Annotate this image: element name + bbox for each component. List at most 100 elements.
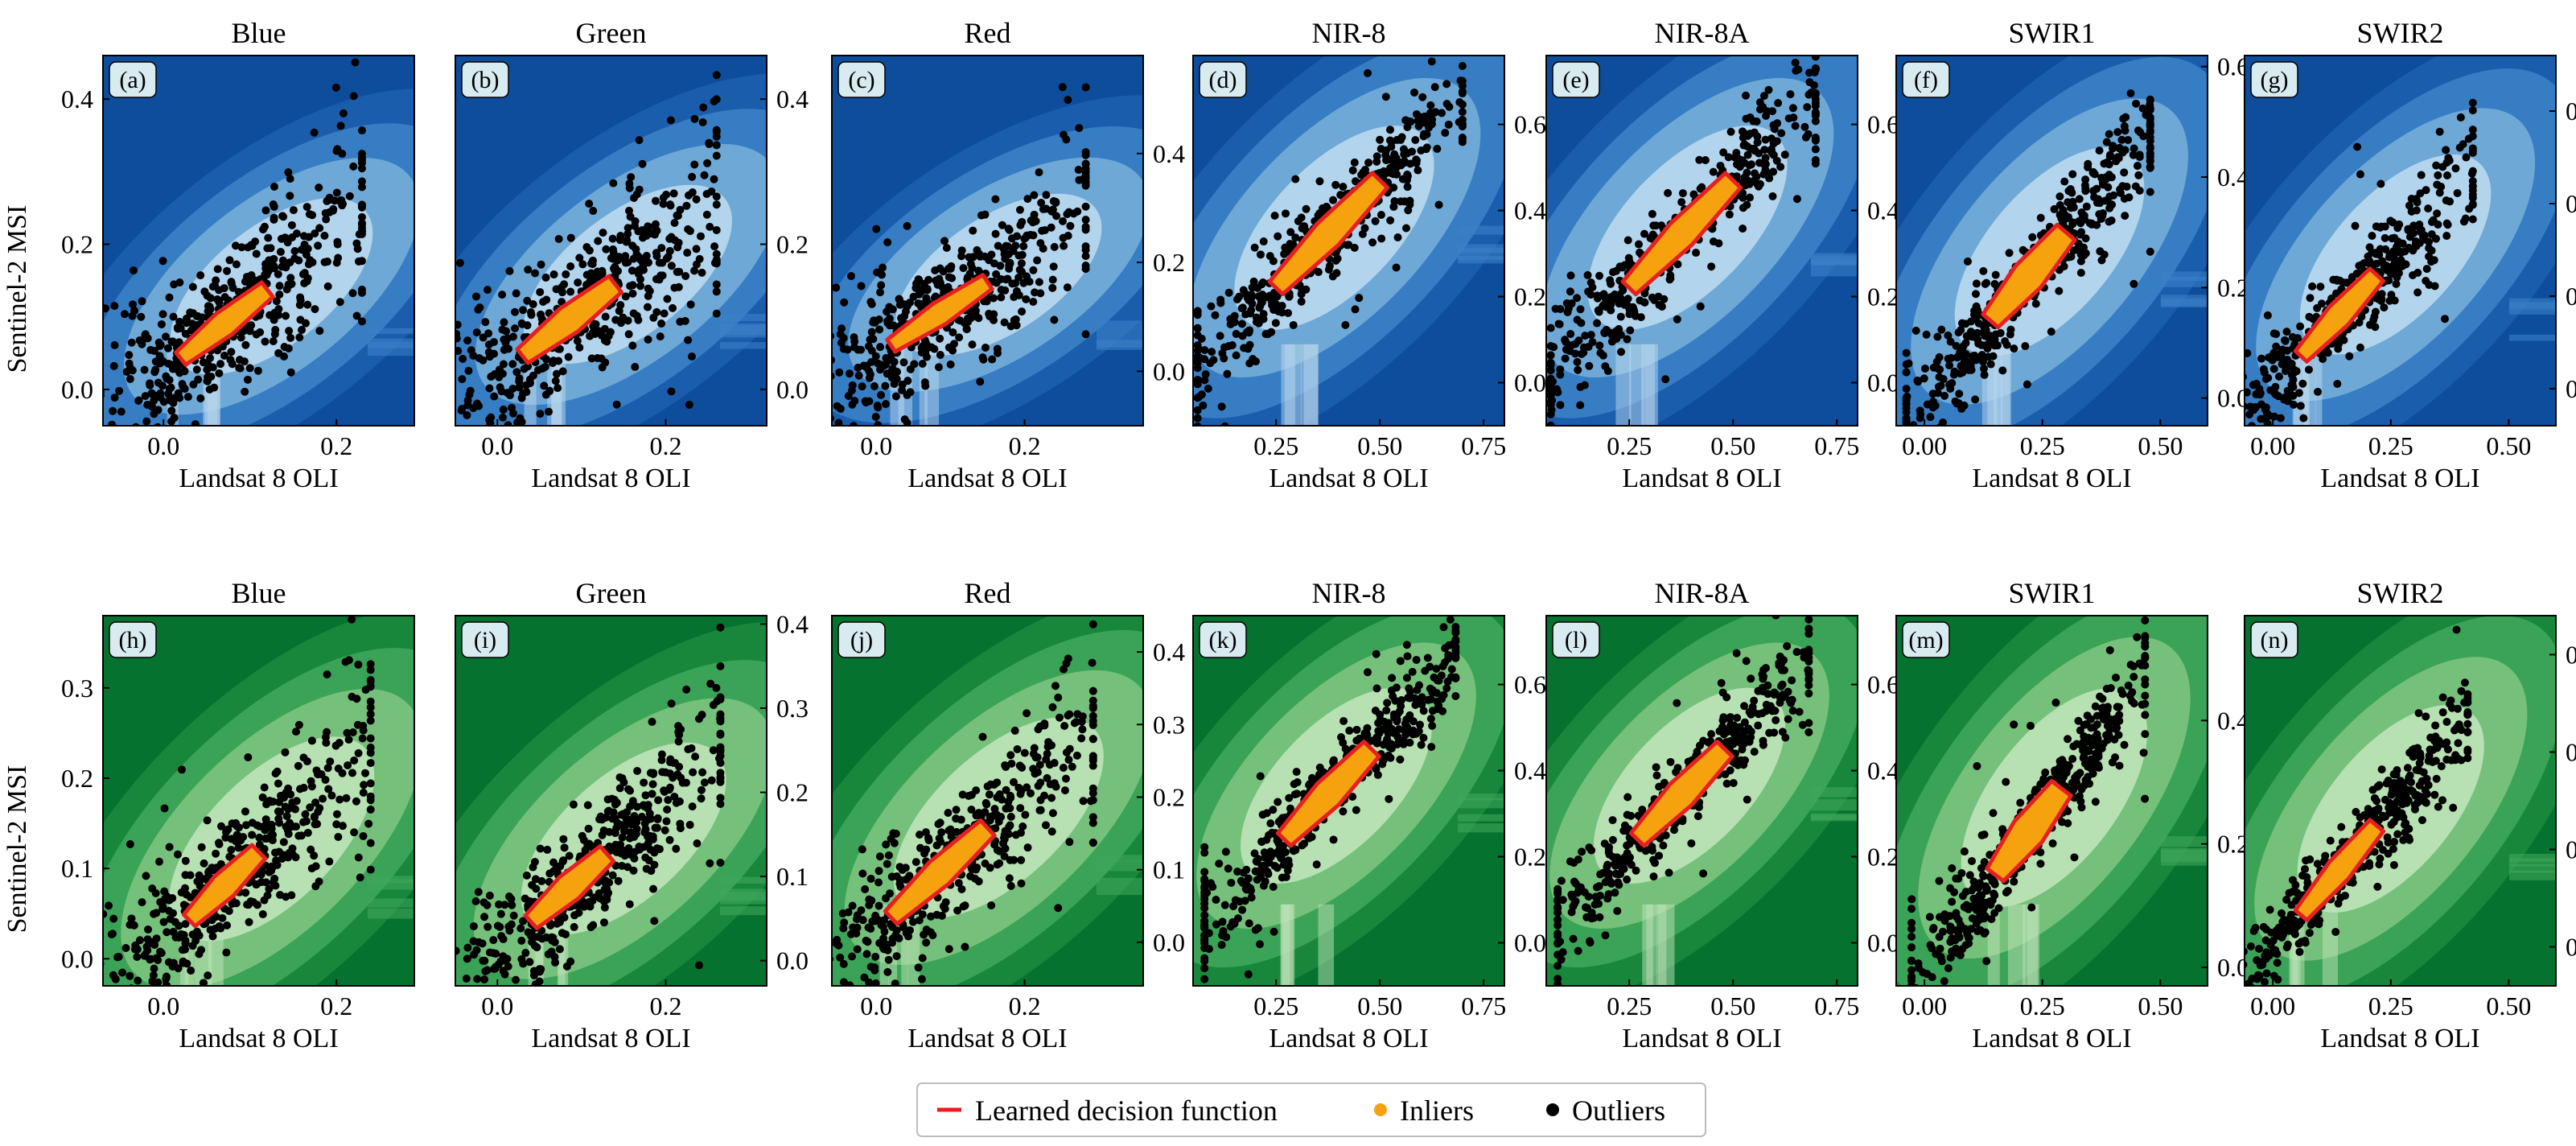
- outlier-point: [632, 245, 640, 254]
- outlier-point: [914, 299, 923, 307]
- outlier-point: [796, 327, 804, 335]
- outlier-point: [640, 778, 648, 787]
- outlier-point: [1678, 189, 1687, 198]
- outlier-point: [832, 332, 835, 340]
- outlier-point: [196, 394, 205, 402]
- outlier-point: [596, 894, 605, 903]
- outlier-point: [2319, 354, 2327, 363]
- outlier-point: [200, 859, 208, 868]
- outlier-point: [687, 352, 696, 361]
- outlier-point: [366, 865, 375, 874]
- outlier-point: [438, 1018, 446, 1026]
- outlier-point: [511, 324, 520, 333]
- outlier-point: [1611, 295, 1620, 303]
- outlier-point: [471, 987, 479, 996]
- outlier-point: [2261, 405, 2269, 414]
- outlier-point: [1661, 375, 1670, 384]
- outlier-point: [508, 901, 516, 909]
- outlier-point: [832, 356, 835, 365]
- outlier-point: [260, 222, 269, 231]
- outlier-point: [203, 816, 212, 825]
- outlier-point: [712, 192, 721, 201]
- outlier-point: [818, 320, 826, 328]
- outlier-point: [179, 901, 188, 909]
- outlier-point: [101, 439, 109, 447]
- outlier-point: [1967, 365, 1976, 374]
- outlier-point: [1030, 191, 1039, 200]
- outlier-point: [82, 436, 90, 444]
- outlier-point: [1788, 104, 1797, 113]
- outlier-point: [275, 290, 284, 299]
- outlier-point: [261, 878, 270, 887]
- outlier-point: [1742, 91, 1751, 100]
- y-tick-label: 0.6: [1867, 110, 1899, 139]
- outlier-point: [110, 302, 119, 311]
- outlier-point: [438, 975, 446, 983]
- outlier-point: [1005, 261, 1014, 270]
- outlier-point: [515, 374, 524, 383]
- outlier-point: [675, 267, 684, 276]
- outlier-point: [712, 71, 721, 80]
- outlier-point: [1031, 216, 1040, 225]
- outlier-point: [1619, 286, 1627, 295]
- outlier-point: [91, 1017, 99, 1025]
- outlier-point: [1973, 306, 1982, 315]
- outlier-point: [2323, 348, 2332, 357]
- outlier-point: [169, 398, 178, 407]
- outlier-point: [1343, 241, 1352, 249]
- outlier-point: [631, 362, 640, 371]
- split-band: [1457, 244, 1504, 254]
- outlier-point: [1434, 200, 1443, 209]
- panel-frame: [1895, 55, 2208, 427]
- outlier-point: [284, 168, 293, 177]
- outlier-point: [1602, 296, 1611, 305]
- outlier-point: [1916, 410, 1925, 418]
- outlier-point: [292, 728, 301, 736]
- outlier-point: [2055, 211, 2064, 220]
- outlier-point: [796, 345, 804, 353]
- outlier-point: [429, 428, 437, 436]
- outlier-point: [104, 429, 112, 437]
- outlier-point: [982, 295, 991, 304]
- x-tick-label: 0.0: [147, 991, 179, 1020]
- outlier-point: [499, 405, 508, 414]
- outlier-point: [138, 995, 146, 1003]
- panel-label-badge: [109, 621, 157, 658]
- outlier-point: [2438, 163, 2447, 171]
- split-band: [367, 338, 414, 344]
- outlier-point: [1655, 301, 1664, 310]
- outlier-point: [642, 251, 651, 260]
- outlier-point: [1016, 221, 1025, 229]
- outlier-point: [694, 961, 703, 970]
- outlier-point: [693, 839, 702, 848]
- outlier-point: [1725, 210, 1734, 219]
- outlier-point: [84, 416, 93, 424]
- outlier-point: [578, 831, 586, 840]
- outlier-point: [545, 407, 553, 416]
- outlier-point: [2345, 352, 2354, 361]
- outlier-point: [499, 413, 508, 422]
- outlier-point: [636, 282, 645, 291]
- outlier-point: [1245, 359, 1254, 368]
- outlier-point: [300, 240, 309, 249]
- outlier-point: [307, 777, 315, 785]
- outlier-point: [2068, 170, 2077, 179]
- outlier-point: [271, 325, 280, 334]
- outlier-point: [604, 888, 613, 897]
- outlier-point: [538, 364, 547, 373]
- outlier-point: [345, 192, 354, 200]
- outlier-point: [426, 413, 434, 421]
- outlier-point: [1920, 374, 1928, 383]
- outlier-point: [82, 523, 90, 531]
- outlier-point: [503, 1020, 511, 1029]
- outlier-point: [2076, 257, 2085, 266]
- outlier-point: [543, 845, 552, 854]
- outlier-point: [121, 310, 130, 319]
- outlier-point: [878, 270, 887, 279]
- outlier-point: [2225, 418, 2233, 426]
- outlier-point: [525, 958, 534, 967]
- outlier-point: [1811, 134, 1820, 142]
- outlier-point: [931, 266, 940, 274]
- outlier-point: [1223, 369, 1232, 378]
